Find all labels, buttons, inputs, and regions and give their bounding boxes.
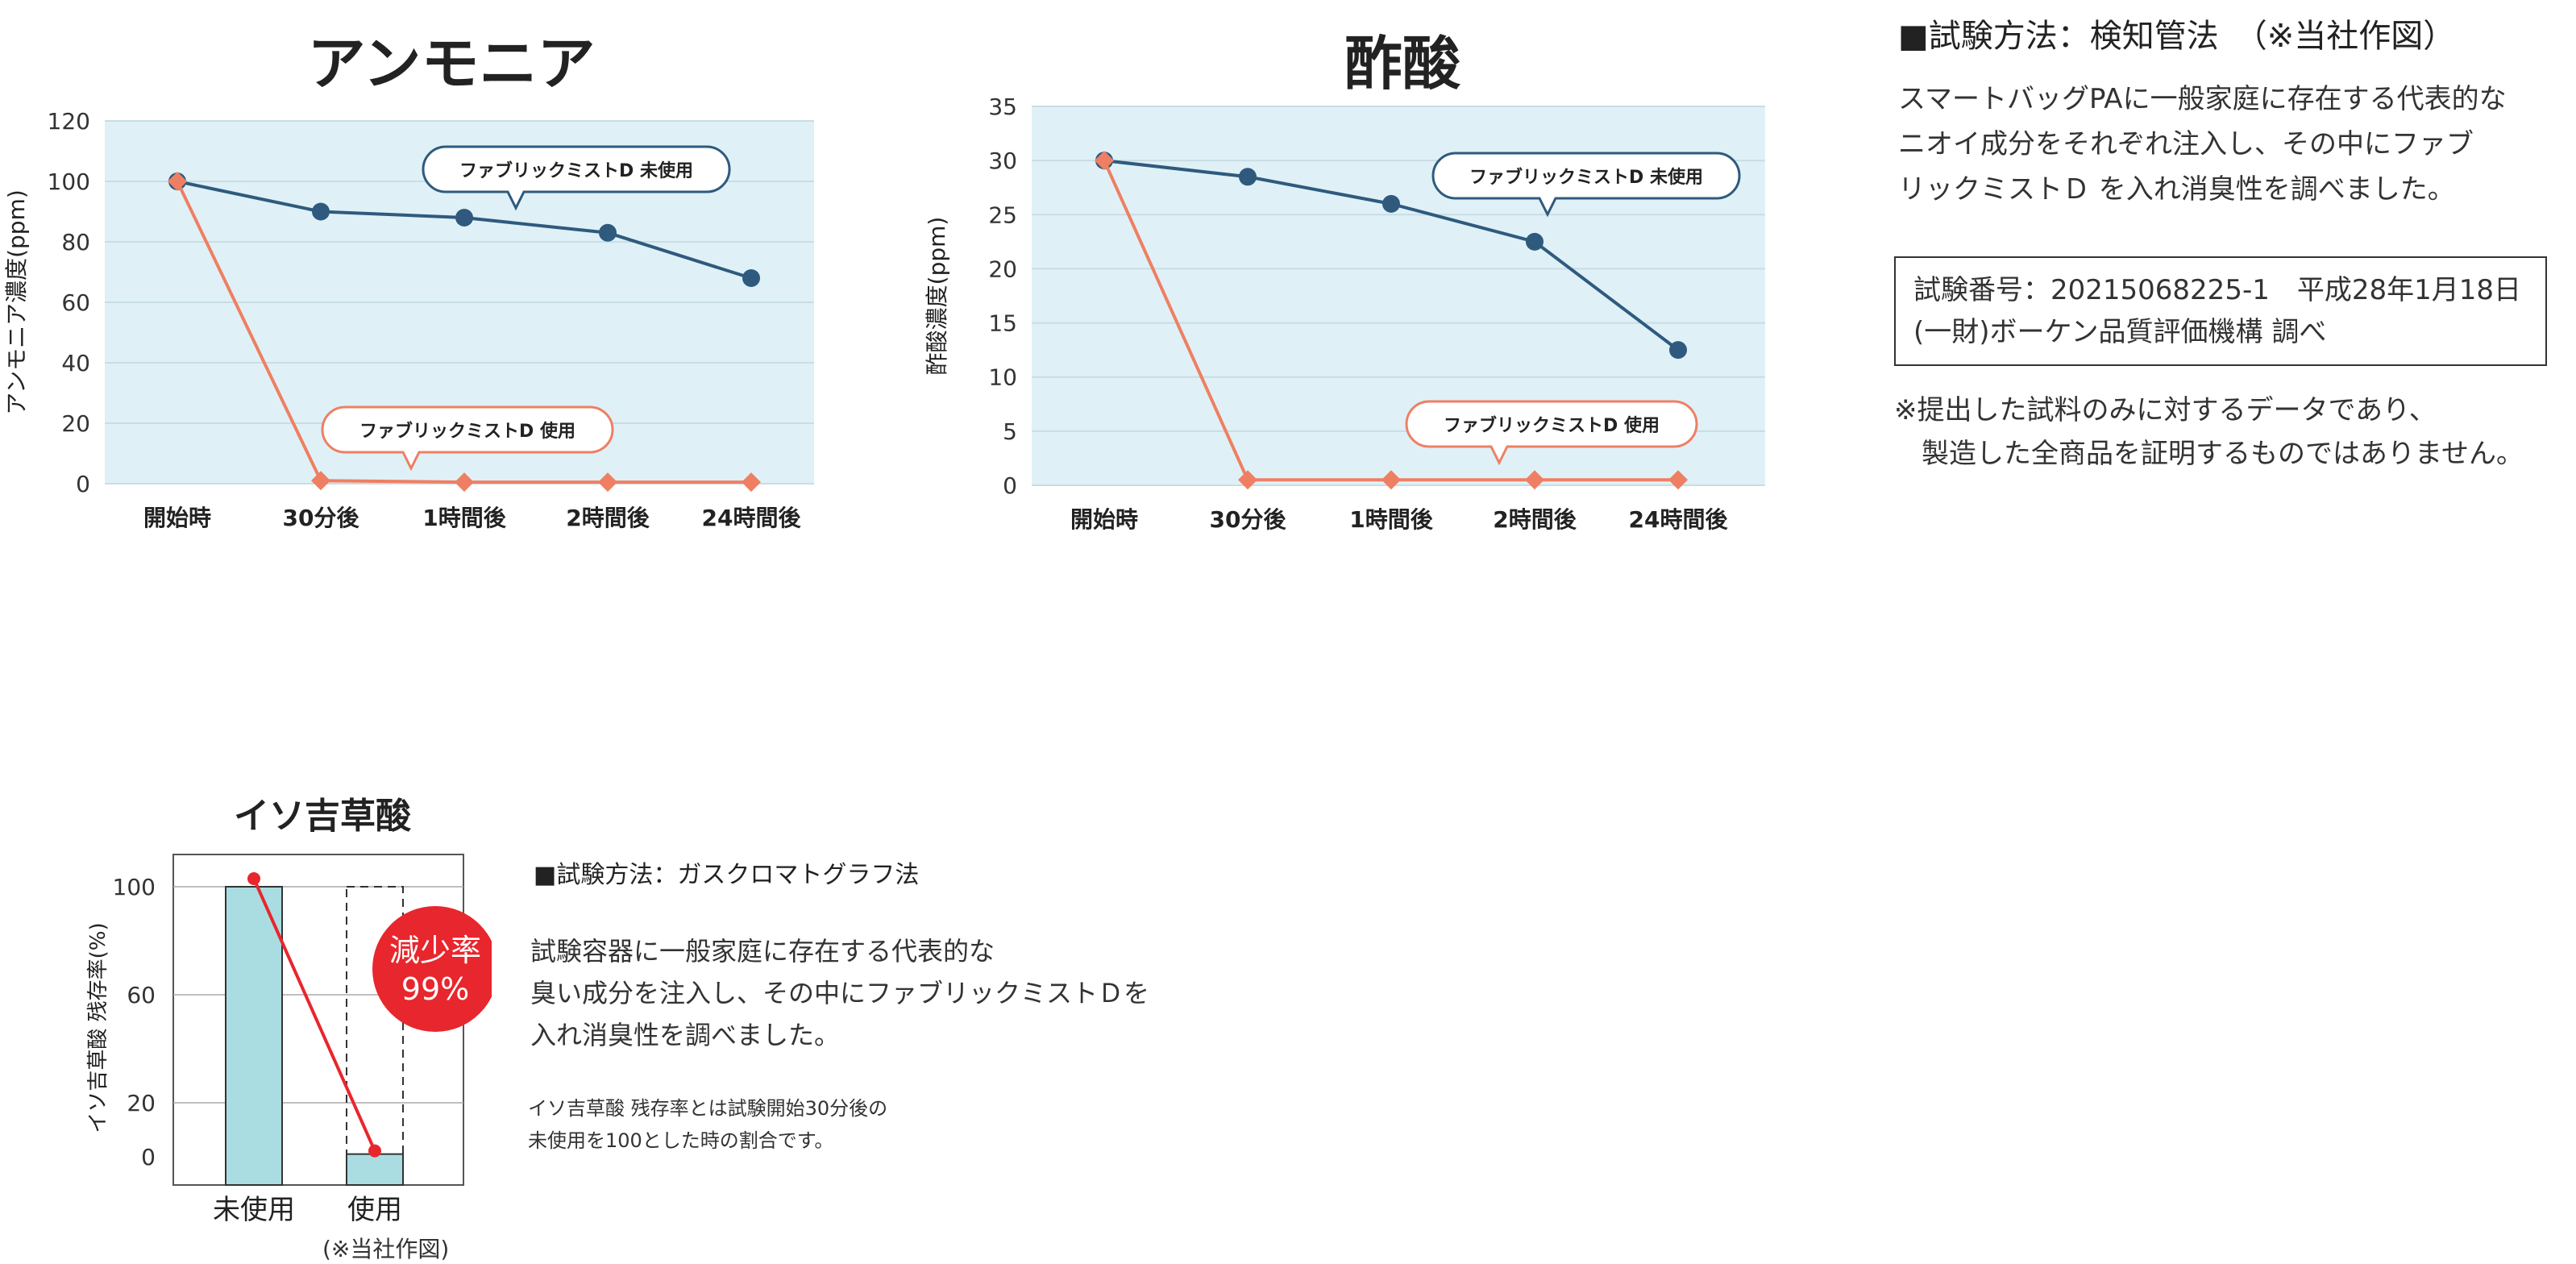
data-point: [1526, 232, 1544, 251]
data-point: [311, 471, 330, 491]
data-point: [1669, 341, 1687, 360]
data-point: [455, 209, 473, 227]
data-point: [312, 202, 330, 221]
y-tick-label: 10: [988, 364, 1017, 391]
x-tick-label: 開始時: [1070, 506, 1138, 533]
x-tick-label: 1時間後: [1349, 506, 1433, 533]
ammonia-chart-title: アンモニア: [307, 30, 596, 98]
data-point: [598, 472, 617, 493]
series-callout: [321, 405, 614, 472]
x-tick-label: 30分後: [1210, 506, 1287, 533]
isovaleric-chart-title: イソ吉草酸: [234, 796, 411, 837]
y-axis-label: 酢酸濃度(ppm): [924, 217, 950, 376]
y-tick-label: 100: [113, 874, 156, 900]
y-tick-label: 15: [988, 310, 1017, 337]
detector-method-title: ■試験方法：検知管法 （※当社作図）: [1898, 18, 2456, 55]
series-callout: [422, 145, 731, 211]
badge-label: 減少率: [389, 933, 481, 968]
detector-description: スマートバッグPAに一般家庭に存在する代表的な ニオイ成分をそれぞれ注入し、その…: [1898, 83, 2507, 206]
disclaimer-note: ※提出した試料のみに対するデータであり、 製造した全商品を証明するものではありま…: [1894, 394, 2524, 470]
y-tick-label: 25: [988, 202, 1017, 228]
data-point: [1668, 470, 1688, 490]
y-tick-label: 20: [61, 410, 90, 437]
x-tick-label: 1時間後: [422, 505, 506, 531]
badge-value: 99%: [401, 971, 469, 1007]
y-tick-label: 0: [1003, 472, 1017, 499]
data-point: [1238, 470, 1257, 490]
y-tick-label: 5: [1003, 418, 1017, 445]
chart-credit: (※当社作図): [322, 1236, 450, 1262]
y-tick-label: 100: [48, 168, 90, 195]
y-tick-label: 40: [61, 350, 90, 376]
y-tick-label: 0: [76, 471, 90, 497]
data-point: [168, 172, 187, 191]
x-tick-label: 30分後: [283, 505, 360, 531]
test-info-box: 試験番号：20215068225-1 平成28年1月18日 (一財)ボーケン品質…: [1894, 256, 2547, 366]
x-tick-label: 未使用: [213, 1194, 295, 1226]
bar: [225, 886, 283, 1186]
y-tick-label: 60: [61, 289, 90, 316]
y-tick-label: 120: [48, 108, 90, 135]
series-callout: [1405, 400, 1698, 466]
x-tick-label: 24時間後: [1629, 506, 1729, 533]
y-tick-label: 60: [127, 982, 156, 1008]
gc-note: イソ吉草酸 残存率とは試験開始30分後の 未使用を100とした時の割合です。: [528, 1097, 888, 1152]
x-tick-label: 開始時: [143, 505, 211, 531]
reduction-end-point: [368, 1144, 381, 1158]
data-point: [1239, 168, 1257, 186]
y-tick-label: 0: [141, 1144, 156, 1170]
series-label: ファブリックミストD 未使用: [1469, 167, 1703, 188]
data-point: [455, 472, 474, 493]
y-tick-label: 20: [127, 1090, 156, 1116]
reduction-start-point: [247, 872, 260, 885]
series-label: ファブリックミストD 使用: [1444, 415, 1660, 436]
data-point: [1381, 470, 1401, 490]
y-tick-label: 20: [988, 256, 1017, 282]
y-axis-label: アンモニア濃度(ppm): [3, 189, 30, 415]
y-axis-label: イソ吉草酸 残存率(%): [86, 922, 110, 1133]
y-tick-label: 30: [988, 148, 1017, 174]
reduction-line: [252, 878, 376, 1152]
data-point: [1095, 151, 1114, 171]
data-point: [742, 269, 760, 287]
reduction-badge: [372, 906, 492, 1032]
acetic-chart-title: 酢酸: [1344, 30, 1460, 98]
data-point: [742, 472, 761, 493]
x-tick-label: 24時間後: [702, 505, 802, 531]
y-tick-label: 35: [988, 94, 1017, 120]
reference-outline: [346, 886, 404, 1186]
x-tick-label: 2時間後: [1493, 506, 1577, 533]
data-point: [1525, 470, 1544, 490]
series-callout: [1431, 152, 1741, 218]
gc-description: 試験容器に一般家庭に存在する代表的な 臭い成分を注入し、その中にファブリックミス…: [530, 936, 1150, 1050]
gc-method-title: ■試験方法：ガスクロマトグラフ法: [534, 861, 920, 889]
bar: [346, 1153, 404, 1186]
series-label: ファブリックミストD 使用: [359, 421, 575, 442]
y-tick-label: 80: [61, 229, 90, 256]
data-point: [599, 223, 617, 242]
series-label: ファブリックミストD 未使用: [459, 160, 693, 181]
data-point: [1382, 194, 1400, 213]
x-tick-label: 2時間後: [566, 505, 650, 531]
ammonia-chart: 0 20 40 60 80 100 120 アンモニア濃度(ppm) 開始時 30分後 1時間後 2時…: [3, 108, 814, 531]
x-tick-label: 使用: [347, 1194, 402, 1226]
acetic-chart: 0 5 10 15 20 25 30 35 酢酸濃度(ppm) 開始時 30分後 1時間後 2時間後 24…: [924, 94, 1765, 533]
